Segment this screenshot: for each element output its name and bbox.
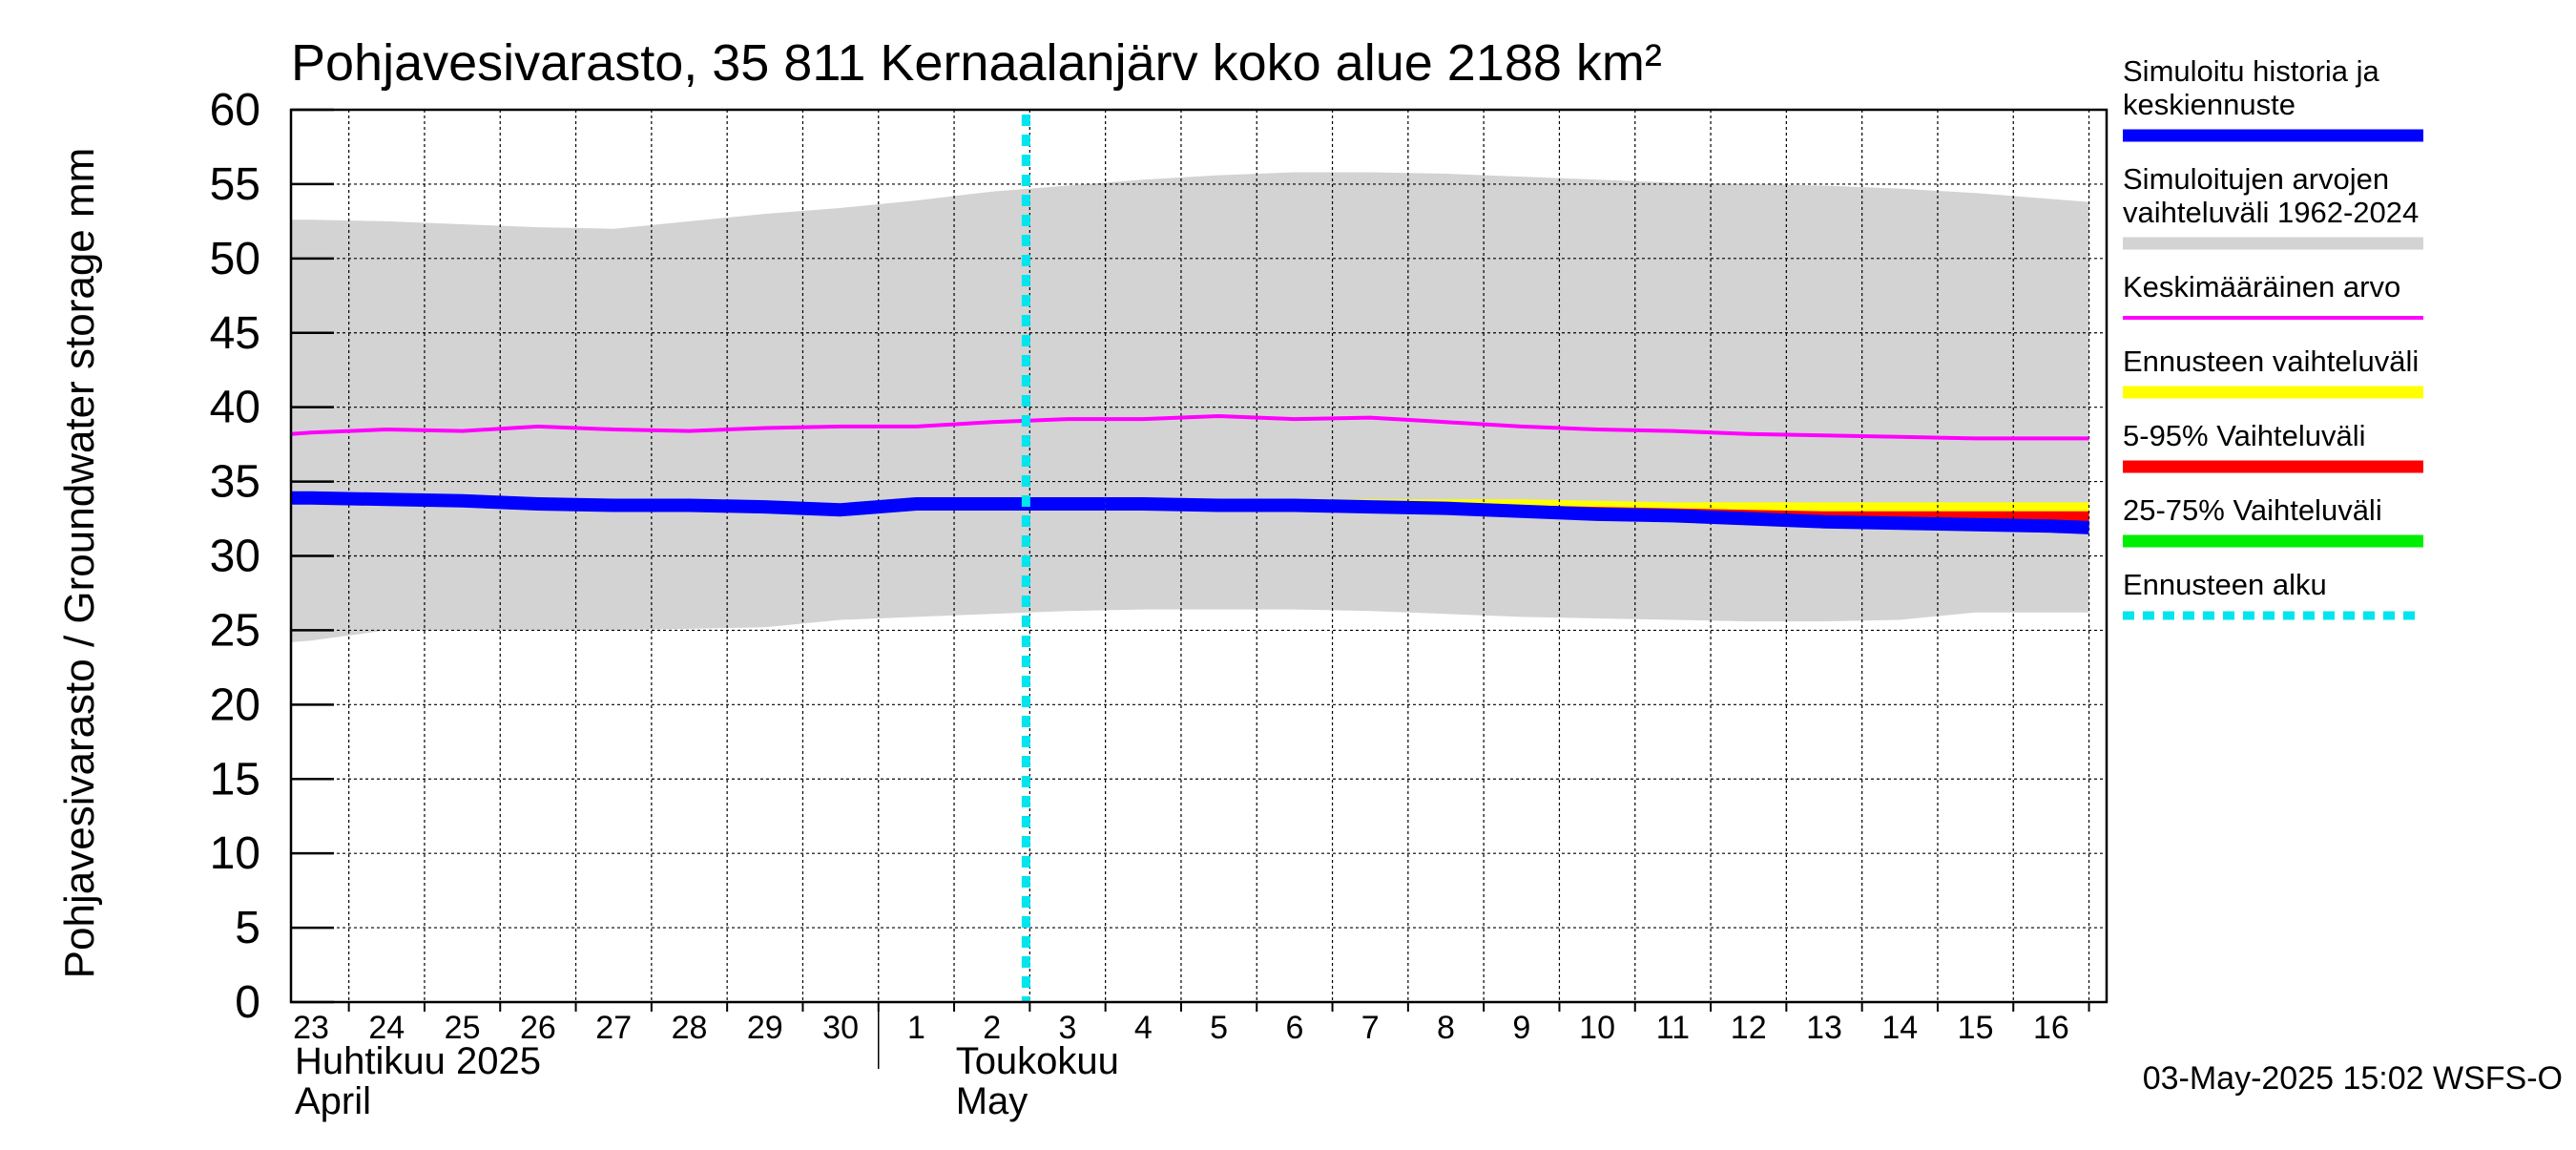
x-tick-label: 27 (595, 1010, 632, 1046)
y-tick-label: 20 (210, 680, 260, 730)
y-tick-label: 15 (210, 754, 260, 805)
x-tick-label: 15 (1958, 1010, 1994, 1046)
y-tick-label: 55 (210, 159, 260, 210)
y-tick-label: 40 (210, 383, 260, 433)
y-axis-label: Pohjavesivarasto / Groundwater storage m… (56, 148, 103, 979)
x-tick-label: 7 (1361, 1010, 1380, 1046)
history-line (291, 491, 1106, 517)
y-tick-label: 35 (210, 457, 260, 508)
grid-layer (291, 110, 2107, 1002)
legend-label: Keskimääräinen arvo (2123, 270, 2400, 303)
x-tick-label: 30 (822, 1010, 859, 1046)
legend-label: vaihteluväli 1962-2024 (2123, 196, 2419, 229)
x-tick-label: 28 (672, 1010, 708, 1046)
y-tick-label: 25 (210, 605, 260, 656)
month-label-fi: Huhtikuu 2025 (295, 1040, 541, 1082)
x-tick-label: 8 (1437, 1010, 1455, 1046)
month-label-fi: Toukokuu (956, 1040, 1119, 1082)
x-tick-label: 25 (445, 1010, 481, 1046)
x-tick-label: 23 (293, 1010, 329, 1046)
x-tick-label: 26 (520, 1010, 556, 1046)
timestamp-footer: 03-May-2025 15:02 WSFS-O (2143, 1060, 2563, 1097)
x-tick-label: 6 (1285, 1010, 1303, 1046)
month-label-en: April (295, 1080, 371, 1122)
legend-label: Ennusteen vaihteluväli (2123, 345, 2419, 378)
y-tick-label: 30 (210, 532, 260, 582)
series-layer (290, 115, 2089, 1002)
mean-line (290, 413, 2089, 441)
y-tick-label: 5 (235, 903, 260, 953)
y-tick-label: 10 (210, 828, 260, 879)
x-tick-label: 13 (1806, 1010, 1842, 1046)
x-tick-label: 3 (1059, 1010, 1077, 1046)
x-tick-label: 1 (907, 1010, 925, 1046)
y-tick-label: 45 (210, 308, 260, 359)
legend-label: 5-95% Vaihteluväli (2123, 419, 2365, 452)
x-tick-label: 5 (1210, 1010, 1228, 1046)
x-tick-label: 12 (1731, 1010, 1767, 1046)
y-tick-label: 60 (210, 85, 260, 136)
legend-label: Simuloitu historia ja (2123, 54, 2380, 88)
y-tick-label: 50 (210, 234, 260, 284)
x-tick-label: 29 (747, 1010, 783, 1046)
x-tick-label: 11 (1656, 1010, 1690, 1046)
chart-title: Pohjavesivarasto, 35 811 Kernaalanjärv k… (291, 34, 1662, 92)
x-tick-label: 14 (1881, 1010, 1918, 1046)
month-label-en: May (956, 1080, 1028, 1122)
legend-label: Simuloitujen arvojen (2123, 162, 2389, 196)
legend-label: keskiennuste (2123, 88, 2296, 121)
forecast-median-line (1105, 497, 2089, 534)
x-tick-label: 16 (2033, 1010, 2069, 1046)
x-tick-label: 24 (368, 1010, 405, 1046)
x-tick-label: 10 (1579, 1010, 1615, 1046)
legend-label: 25-75% Vaihteluväli (2123, 493, 2382, 527)
y-tick-label: 0 (235, 977, 260, 1028)
x-tick-label: 4 (1134, 1010, 1153, 1046)
legend-label: Ennusteen alku (2123, 568, 2327, 601)
x-tick-label: 2 (983, 1010, 1001, 1046)
x-tick-label: 9 (1512, 1010, 1530, 1046)
